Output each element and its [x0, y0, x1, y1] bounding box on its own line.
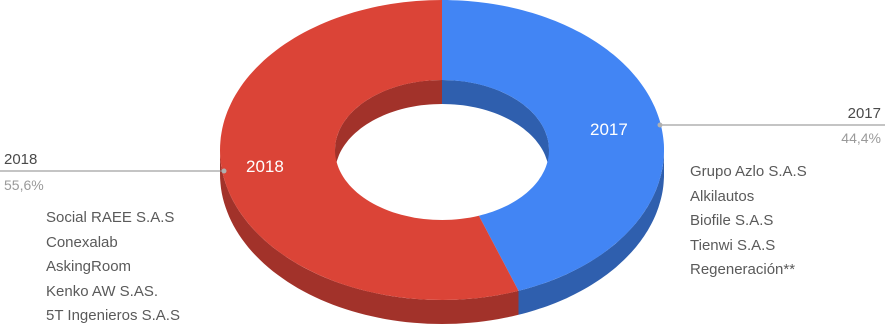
company-list-2017: Grupo Azlo S.A.S Alkilautos Biofile S.A.… [690, 160, 807, 283]
callout-name-2018: 2018 [4, 151, 37, 168]
list-item: Alkilautos [690, 187, 755, 205]
list-item: 5T Ingenieros S.A.S [46, 307, 180, 324]
slice-2018 [220, 0, 519, 300]
donut-top-faces [220, 0, 664, 300]
callout-name-2017: 2017 [848, 105, 881, 122]
list-item: Conexalab [46, 233, 118, 251]
callout-pct-2017: 44,4% [841, 130, 881, 146]
slice-2017 [442, 0, 664, 291]
list-item: Biofile S.A.S [690, 212, 774, 229]
inner-side-2017-0 [442, 80, 549, 174]
donut-side-walls [220, 80, 664, 324]
list-item: Kenko AW S.AS. [46, 282, 158, 300]
list-item: Tienwi S.A.S [690, 236, 776, 254]
list-item: Grupo Azlo S.A.S [690, 163, 807, 180]
list-item: Social RAEE S.A.S [46, 209, 175, 226]
callout-pct-2018: 55,6% [4, 177, 44, 193]
slice-label-2017: 2017 [590, 120, 628, 139]
list-item: AskingRoom [46, 258, 132, 275]
callout-dot-2017 [657, 122, 663, 128]
slice-label-2018: 2018 [246, 157, 284, 176]
outer-side-2018 [220, 150, 519, 324]
callout-dot-2018 [221, 168, 227, 174]
inner-side-2018-1 [335, 80, 442, 174]
list-item: Regeneración** [690, 261, 796, 278]
company-list-2018: Social RAEE S.A.S Conexalab AskingRoom K… [46, 206, 180, 329]
outer-side-2017 [518, 150, 664, 315]
